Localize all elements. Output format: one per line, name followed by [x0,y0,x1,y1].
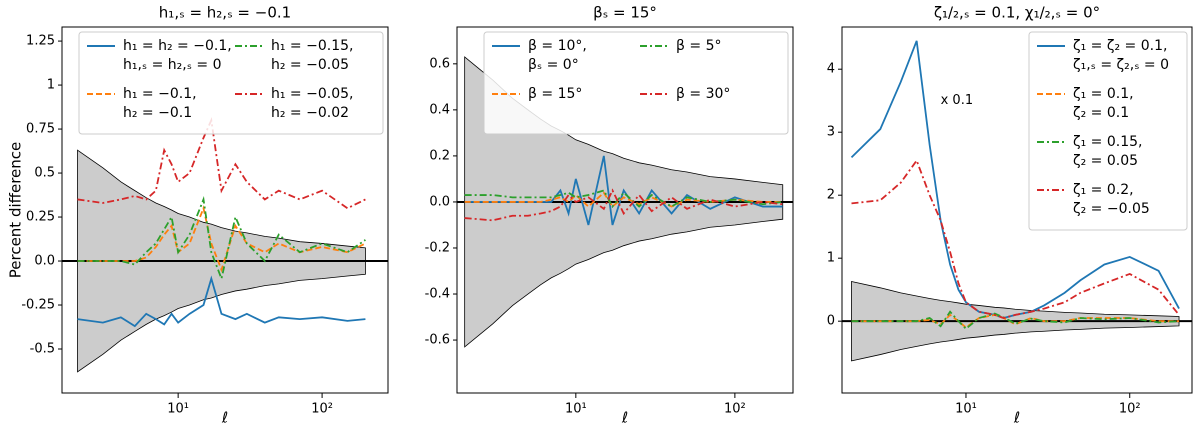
y-tick-label: 0.5 [34,166,55,181]
series-line [77,195,366,282]
legend-label: ζ₁ = 0.2, [1073,182,1134,198]
legend-label: h₁,ₛ = h₂,ₛ = 0 [123,57,222,73]
legend-label: h₁ = −0.1, [123,86,197,102]
legend-box [1028,31,1188,231]
y-tick-label: 1.25 [26,34,55,49]
axes-frame [456,26,794,394]
legend-label: ζ₁ = ζ₂ = 0.1, [1073,38,1167,54]
x-tick-label: 10² [311,402,333,417]
series-line [851,158,1180,319]
y-tick-label: -0.6 [425,333,450,348]
legend-label: h₂ = −0.1 [123,105,192,121]
series-line [77,117,366,210]
legend-label: β = 30° [676,86,730,102]
y-tick-label: 0.0 [429,194,450,209]
y-tick-label: -0.5 [30,342,55,357]
series-line [77,275,366,328]
y-tick-label: 1 [827,251,835,266]
legend-label: ζ₁ = 0.15, [1073,134,1142,150]
y-tick-label: 0.4 [429,102,450,117]
y-tick-label: 1 [47,78,55,93]
y-tick-label: 2 [827,188,835,203]
legend-label: β = 15° [528,86,582,102]
x-tick-label: 10¹ [167,402,189,417]
legend-label: h₂ = −0.05 [271,57,349,73]
chart-title: ζ₁/₂,ₛ = 0.1, χ₁/₂,ₛ = 0° [934,4,1100,22]
y-tick-label: 0 [827,314,835,329]
chart-title: βₛ = 15° [593,4,657,22]
y-axis-label: Percent difference [7,142,25,279]
y-tick-label: 0.6 [429,56,450,71]
chart-title: h₁,ₛ = h₂,ₛ = −0.1 [159,4,291,22]
legend-label: h₁ = −0.15, [271,38,353,54]
series-line [464,189,783,209]
plot-area [62,117,388,373]
legend-label: ζ₂ = 0.1 [1073,105,1129,121]
axes-frame [841,26,1193,394]
axes-frame [61,26,389,394]
x-axis-label: ℓ [221,409,228,427]
legend-label: βₛ = 0° [528,57,579,73]
y-tick-label: -0.25 [21,298,55,313]
legend-label: β = 10°, [528,38,587,54]
x-tick-label: 10¹ [565,402,587,417]
legend-label: ζ₂ = 0.05 [1073,153,1138,169]
series-line [851,310,1180,330]
y-tick-label: 3 [827,125,835,140]
y-tick-label: 4 [827,62,835,77]
plot-area [842,40,1192,362]
x-tick-label: 10² [1119,402,1141,417]
x-tick-label: 10² [724,402,746,417]
x-tick-label: 10¹ [955,402,977,417]
legend-label: β = 5° [676,38,721,54]
y-tick-label: 0.0 [34,254,55,269]
annotation: x 0.1 [941,93,974,108]
legend-box [78,31,384,135]
y-tick-label: 0.25 [26,210,55,225]
legend-label: ζ₂ = −0.05 [1073,201,1150,217]
legend-label: h₂ = −0.02 [271,105,349,121]
y-tick-label: 0.2 [429,148,450,163]
series-line [464,191,783,208]
legend-label: ζ₁,ₛ = ζ₂,ₛ = 0 [1073,57,1169,73]
y-tick-label: -0.4 [425,287,450,302]
y-tick-label: -0.2 [425,240,450,255]
legend-label: h₁ = −0.05, [271,86,353,102]
series-line [77,205,366,273]
x-axis-label: ℓ [621,409,628,427]
legend-box [483,31,789,135]
x-axis-label: ℓ [1013,409,1020,427]
y-tick-label: 0.75 [26,122,55,137]
series-line [464,188,783,222]
legend-label: ζ₁ = 0.1, [1073,86,1134,102]
legend-label: h₁ = h₂ = −0.1, [123,38,232,54]
